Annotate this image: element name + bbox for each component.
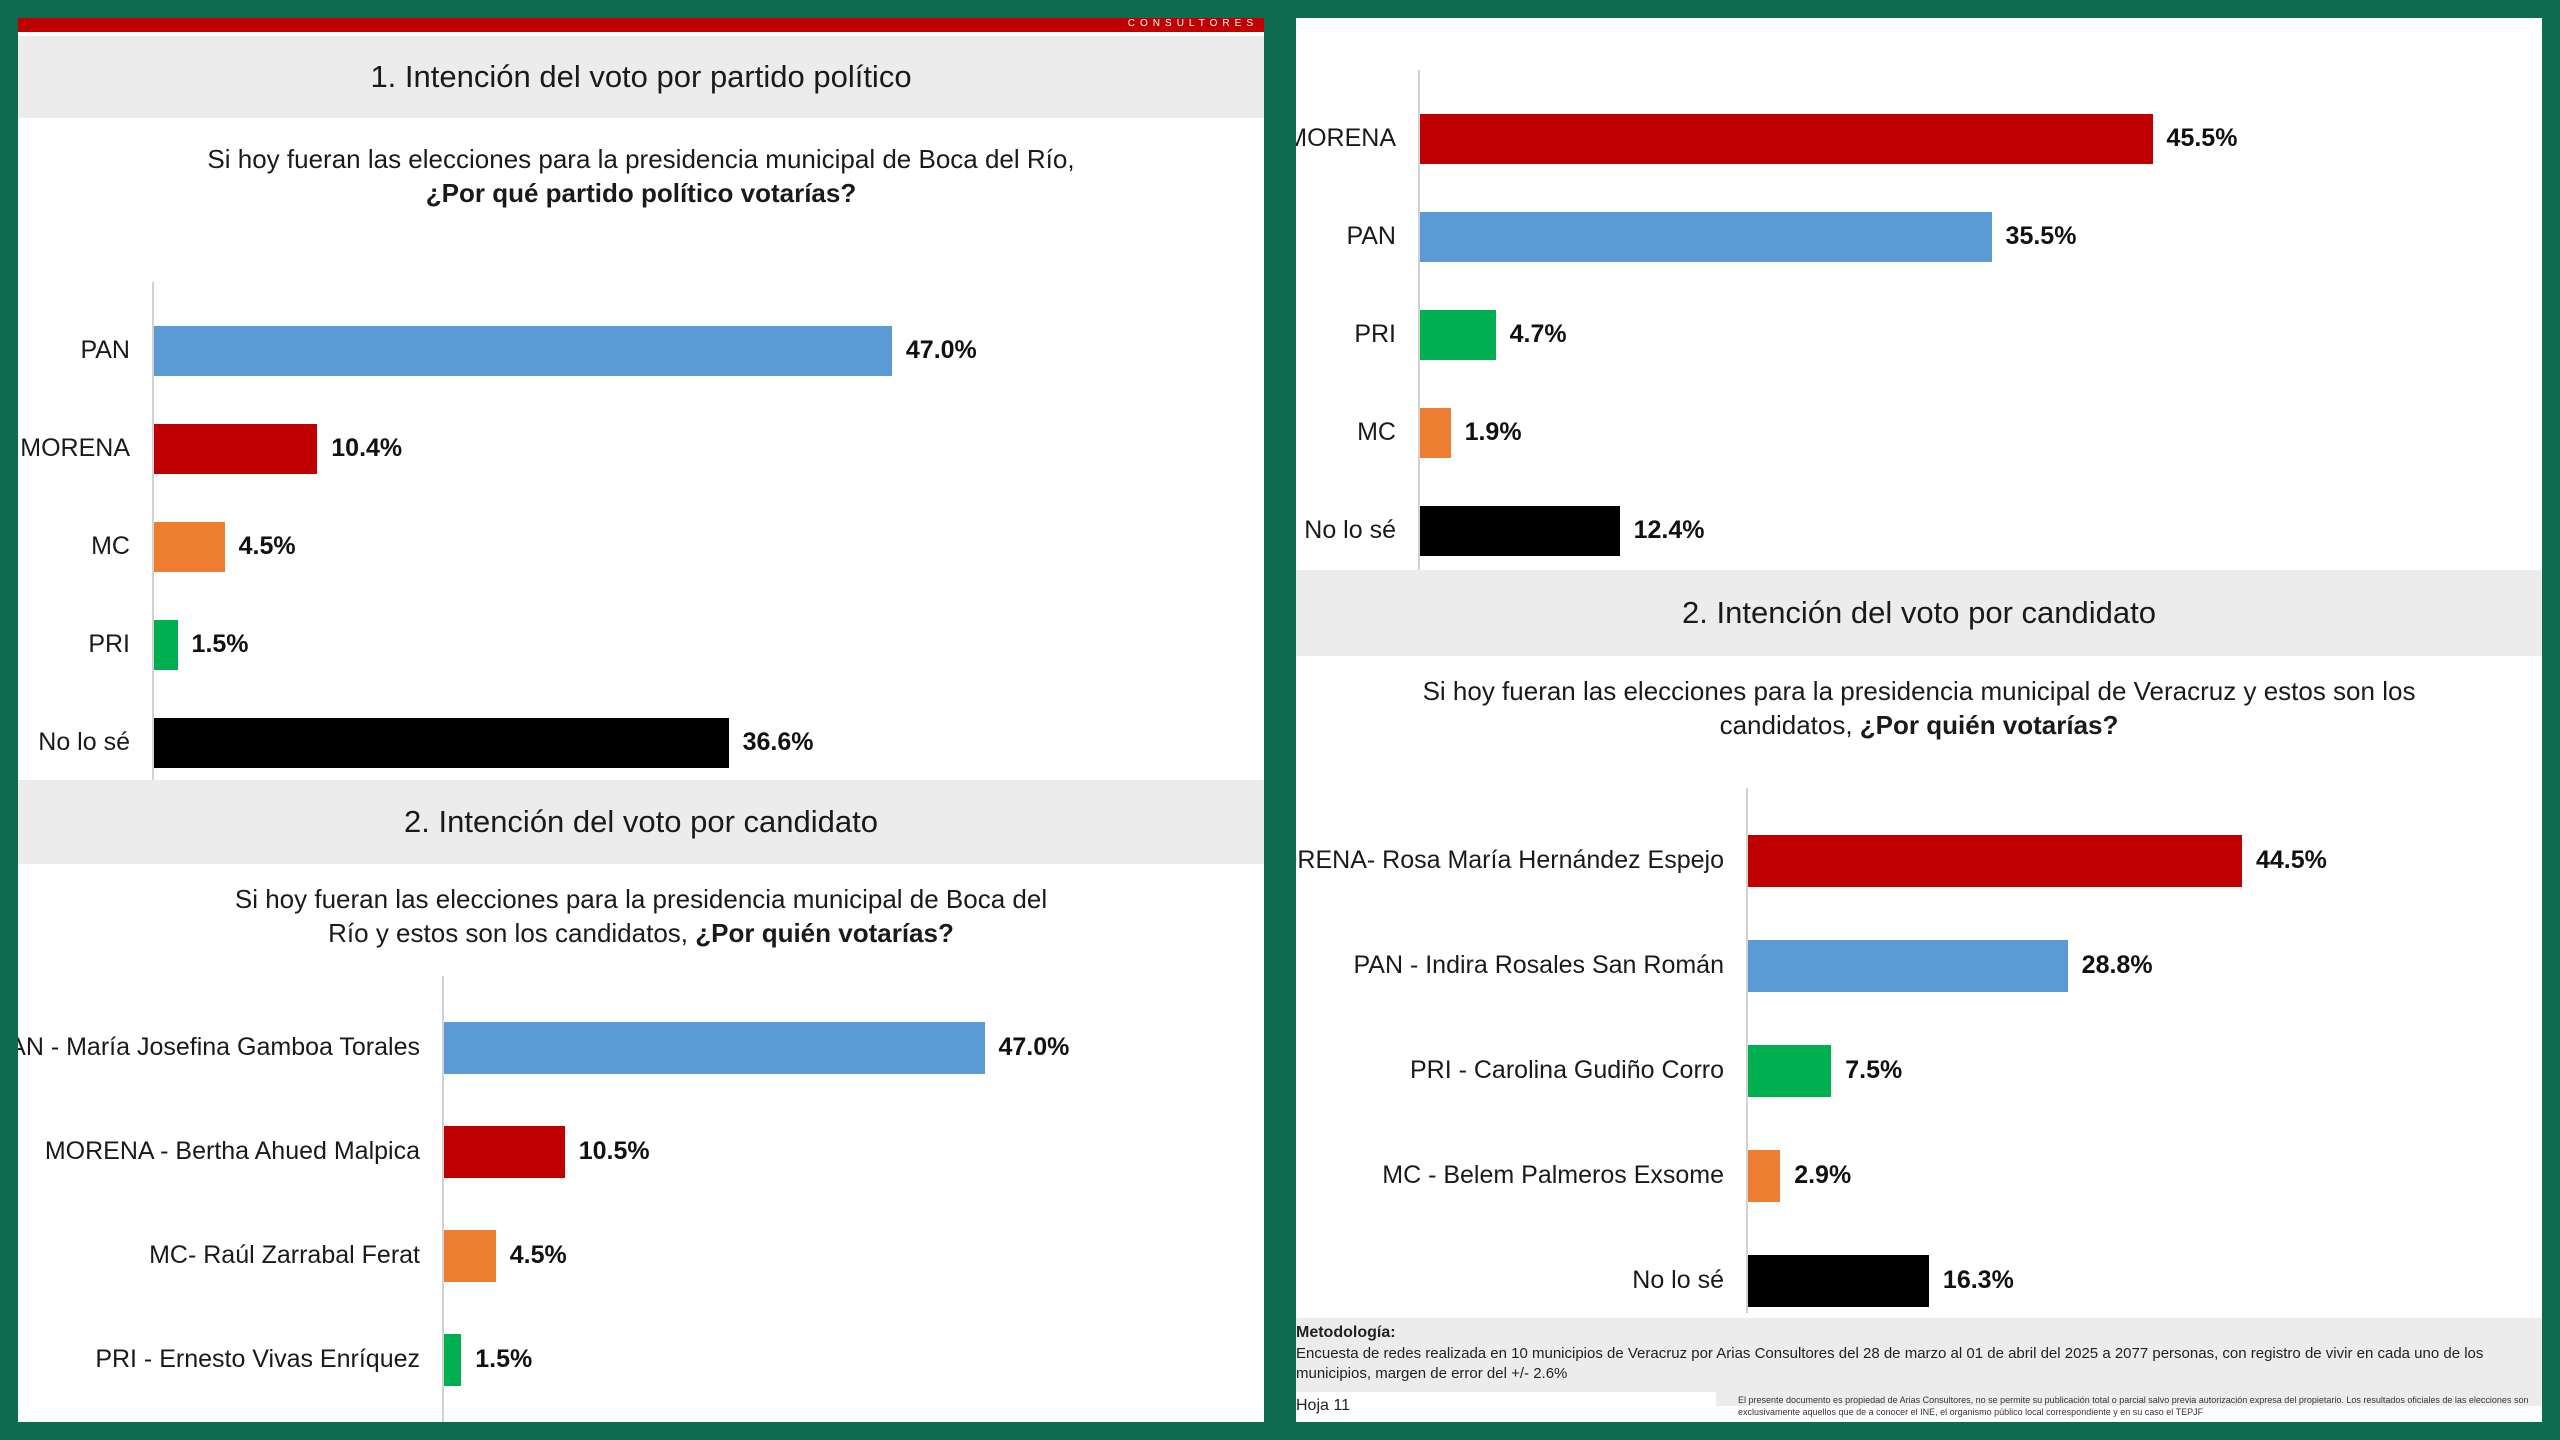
bar-mc (1420, 408, 1451, 458)
category-label: PRI (1354, 320, 1396, 348)
category-label: No lo sé (38, 728, 130, 756)
value-label: 7.5% (1845, 1055, 1903, 1084)
value-label: 1.9% (1464, 418, 1522, 446)
question-text: Si hoy fueran las elecciones para la pre… (207, 144, 1075, 174)
category-label: PRI - Carolina Gudiño Corro (1409, 1055, 1724, 1084)
methodology-title: Metodología: (1296, 1324, 1396, 1341)
value-label: 47.0% (905, 336, 977, 364)
section-header-candidato: 2. Intención del voto por candidato (1296, 570, 2542, 656)
value-label: 4.5% (238, 532, 296, 560)
value-label: 47.0% (998, 1033, 1070, 1061)
chart-boca-partido: PAN 47.0% MORENA 10.4% MC 4.5% PRI 1.5% No lo sé… (18, 18, 1264, 818)
category-label: PAN - María Josefina Gamboa Torales (18, 1033, 420, 1061)
question-text: Si hoy fueran las elecciones para la pre… (1422, 676, 2416, 740)
value-label: 1.5% (475, 1345, 533, 1373)
bar-no-lo-s- (1748, 1254, 1929, 1307)
category-label: PRI - Ernesto Vivas Enríquez (95, 1345, 420, 1373)
methodology-box: Metodología: Encuesta de redes realizada… (1296, 1318, 2542, 1406)
left-slide: CONSULTORES 1. Intención del voto por pa… (18, 18, 1264, 1422)
value-label: 28.8% (2081, 950, 2153, 979)
top-accent-bar (18, 18, 1264, 32)
category-label: MC (91, 532, 130, 560)
value-label: 1.5% (191, 630, 249, 658)
category-label: No lo sé (1304, 516, 1396, 544)
value-label: 36.6% (742, 728, 814, 756)
category-label: MC- Raúl Zarrabal Ferat (149, 1241, 420, 1269)
bar-mc (444, 1230, 496, 1282)
question-partido: Si hoy fueran las elecciones para la pre… (18, 142, 1264, 210)
bar-pri (444, 1334, 462, 1386)
chart-veracruz-partido: MORENA 45.5% PAN 35.5% PRI 4.7% MC 1.9% No lo sé… (1296, 18, 2542, 618)
footer-disclaimer: El presente documento es propiedad de Ar… (1738, 1395, 2529, 1417)
category-label: PRI (88, 630, 130, 658)
value-label: 10.5% (578, 1137, 650, 1165)
chart-axis-line (1418, 70, 1420, 585)
bar-pan (1420, 212, 1992, 262)
value-label: 4.7% (1509, 320, 1567, 348)
bar-morena (1748, 834, 2242, 887)
category-label: MORENA - Bertha Ahued Malpica (44, 1137, 420, 1165)
value-label: 35.5% (2005, 222, 2077, 250)
section-header-partido: 1. Intención del voto por partido políti… (18, 36, 1264, 118)
category-label: MORENA (1296, 124, 1396, 152)
bar-morena (1420, 114, 2153, 164)
category-label: PAN (80, 336, 130, 364)
bar-pan (444, 1022, 985, 1074)
chart-axis-line (1746, 788, 1748, 1313)
value-label: 4.5% (509, 1241, 567, 1269)
question-candidato: Si hoy fueran las elecciones para la pre… (18, 882, 1264, 950)
bar-no-lo-s- (154, 718, 729, 768)
section-header-candidato: 2. Intención del voto por candidato (18, 780, 1264, 864)
question-bold: ¿Por qué partido político votarías? (425, 178, 857, 208)
bar-no-lo-s- (1420, 506, 1620, 556)
bar-mc (1748, 1149, 1781, 1202)
page-number: Hoja 11 (1296, 1392, 1716, 1420)
question-bold: ¿Por quién votarías? (1859, 710, 2119, 740)
category-label: MORENA (20, 434, 130, 462)
bar-mc (154, 522, 225, 572)
chart-veracruz-candidato: MORENA- Rosa María Hernández Espejo 44.5%… (1296, 18, 2542, 1318)
brand-label: CONSULTORES (1127, 18, 1258, 29)
bar-pan (1748, 939, 2068, 992)
bar-morena (444, 1126, 565, 1178)
chart-axis-line (152, 282, 154, 782)
methodology-text: Encuesta de redes realizada en 10 munici… (1296, 1345, 2484, 1382)
value-label: 10.4% (331, 434, 403, 462)
value-label: 2.9% (1794, 1160, 1852, 1189)
value-label: 44.5% (2255, 845, 2327, 874)
bar-pri (1420, 310, 1496, 360)
chart-boca-candidato: PAN - María Josefina Gamboa Torales 47.0%… (18, 18, 1264, 1422)
category-label: MC (1357, 418, 1396, 446)
value-label: 12.4% (1633, 516, 1705, 544)
chart-axis-line (442, 976, 444, 1422)
bar-pri (1748, 1044, 1832, 1097)
question-candidato: Si hoy fueran las elecciones para la pre… (1296, 674, 2542, 742)
question-text: Si hoy fueran las elecciones para la pre… (234, 884, 1048, 948)
bar-pan (154, 326, 892, 376)
category-label: MORENA- Rosa María Hernández Espejo (1296, 845, 1724, 874)
value-label: 16.3% (1942, 1265, 2014, 1294)
question-bold: ¿Por quién votarías? (695, 918, 954, 948)
section-title: 2. Intención del voto por candidato (404, 804, 878, 839)
category-label: PAN - Indira Rosales San Román (1353, 950, 1724, 979)
bar-morena (154, 424, 318, 474)
right-slide: MORENA 45.5% PAN 35.5% PRI 4.7% MC 1.9% No lo sé… (1296, 18, 2542, 1422)
bar-pri (154, 620, 178, 670)
category-label: No lo sé (1632, 1265, 1724, 1294)
value-label: 45.5% (2166, 124, 2238, 152)
category-label: PAN (1346, 222, 1396, 250)
section-title: 2. Intención del voto por candidato (1682, 595, 2156, 630)
category-label: MC - Belem Palmeros Exsome (1382, 1160, 1724, 1189)
section-title: 1. Intención del voto por partido políti… (370, 59, 912, 94)
